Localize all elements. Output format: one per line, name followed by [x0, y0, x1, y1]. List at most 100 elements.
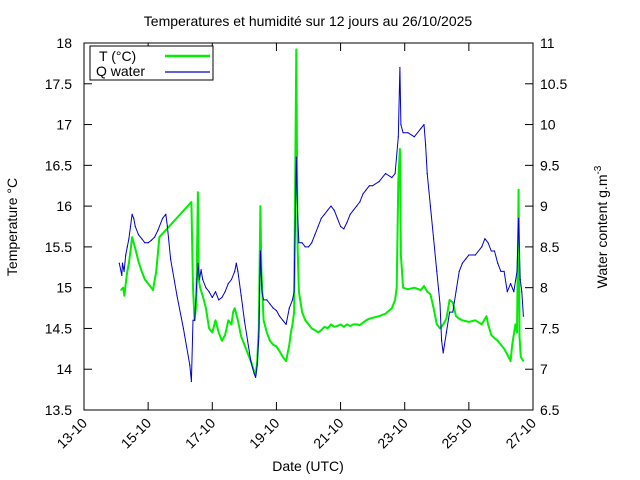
data-point	[208, 327, 210, 329]
data-point	[333, 209, 335, 211]
data-point	[137, 261, 140, 263]
data-point	[258, 336, 260, 338]
data-point	[323, 326, 326, 328]
data-point	[240, 336, 242, 338]
data-point	[221, 340, 223, 342]
data-point	[131, 213, 133, 215]
y-axis-right-label-sup: -3	[593, 165, 604, 174]
data-point	[352, 209, 354, 211]
data-point	[402, 287, 404, 289]
data-point	[493, 250, 496, 252]
x-tick-label: 15-10	[118, 415, 155, 452]
data-point	[500, 270, 502, 272]
data-point	[320, 217, 322, 219]
data-point	[445, 331, 447, 334]
data-point	[330, 205, 332, 207]
data-point	[133, 242, 135, 244]
x-tick-label: 23-10	[374, 415, 411, 452]
data-point	[279, 315, 281, 317]
data-point	[490, 334, 492, 336]
data-point	[429, 293, 431, 295]
data-point	[518, 217, 520, 219]
data-point	[520, 356, 522, 358]
data-point	[295, 156, 297, 158]
data-point	[449, 299, 451, 301]
data-point	[343, 228, 345, 230]
data-point	[122, 287, 124, 289]
data-point	[346, 323, 348, 325]
data-point	[202, 295, 204, 297]
y-left-tick-label: 15.5	[45, 239, 72, 255]
y-left-tick-label: 16.5	[45, 157, 72, 173]
legend-label-water: Q water	[96, 63, 145, 79]
y-axis-right-label: Water content g.m-3	[593, 165, 610, 288]
data-point	[256, 364, 258, 366]
data-point	[336, 325, 338, 327]
data-point	[425, 144, 427, 146]
data-point	[487, 242, 489, 244]
data-point	[362, 322, 364, 324]
data-point	[510, 283, 512, 285]
data-point	[288, 307, 290, 309]
data-point	[298, 242, 300, 244]
data-point	[396, 287, 398, 289]
data-point	[304, 246, 306, 248]
data-point	[384, 172, 387, 175]
data-point	[199, 287, 201, 289]
data-point	[349, 325, 351, 327]
data-point	[362, 193, 364, 195]
data-point	[129, 225, 132, 228]
data-point	[455, 291, 457, 293]
data-point	[346, 221, 348, 223]
data-point	[400, 254, 402, 256]
data-point	[272, 344, 274, 346]
data-point	[407, 132, 409, 134]
data-point	[162, 217, 164, 219]
data-point	[192, 319, 194, 321]
data-point	[384, 313, 387, 315]
data-point	[340, 323, 342, 325]
data-point	[263, 319, 265, 321]
x-tick-label: 13-10	[53, 415, 90, 452]
data-point	[420, 128, 422, 130]
legend-label-temperature: T (°C)	[99, 48, 136, 64]
data-point	[378, 181, 380, 183]
data-point	[485, 315, 488, 317]
data-point	[484, 238, 486, 240]
data-point	[269, 340, 271, 342]
data-point	[128, 238, 130, 240]
data-point	[152, 289, 154, 291]
data-point	[397, 181, 399, 183]
data-point	[461, 262, 463, 264]
data-point	[452, 311, 454, 313]
data-point	[125, 283, 127, 285]
data-point	[170, 258, 172, 260]
data-point	[474, 319, 476, 321]
data-point	[372, 317, 374, 319]
data-point	[137, 234, 140, 236]
data-point	[394, 299, 396, 301]
y-left-tick-label: 18	[56, 35, 72, 51]
data-point	[436, 270, 438, 272]
data-point	[455, 315, 457, 317]
data-point	[150, 239, 152, 241]
data-point	[500, 344, 502, 346]
data-point	[295, 48, 297, 51]
data-point	[189, 364, 191, 366]
data-point	[458, 318, 460, 320]
data-point	[397, 136, 399, 138]
y-right-tick-label: 7.5	[540, 320, 560, 336]
data-point	[282, 319, 284, 321]
data-point	[293, 291, 295, 293]
data-point	[121, 274, 123, 276]
data-point	[291, 323, 294, 325]
data-point	[461, 319, 463, 321]
data-point	[272, 307, 274, 309]
data-point	[301, 311, 303, 313]
data-point	[394, 172, 396, 175]
data-point	[190, 380, 192, 383]
axes-layer: 13.5 14 14.5 15 15.5 16 16.5 17 17.5 18 6.5 7 7.5 8 8.…	[45, 35, 568, 451]
data-point	[359, 324, 361, 326]
data-point	[423, 285, 425, 287]
y-left-tick-label: 16	[56, 198, 72, 214]
